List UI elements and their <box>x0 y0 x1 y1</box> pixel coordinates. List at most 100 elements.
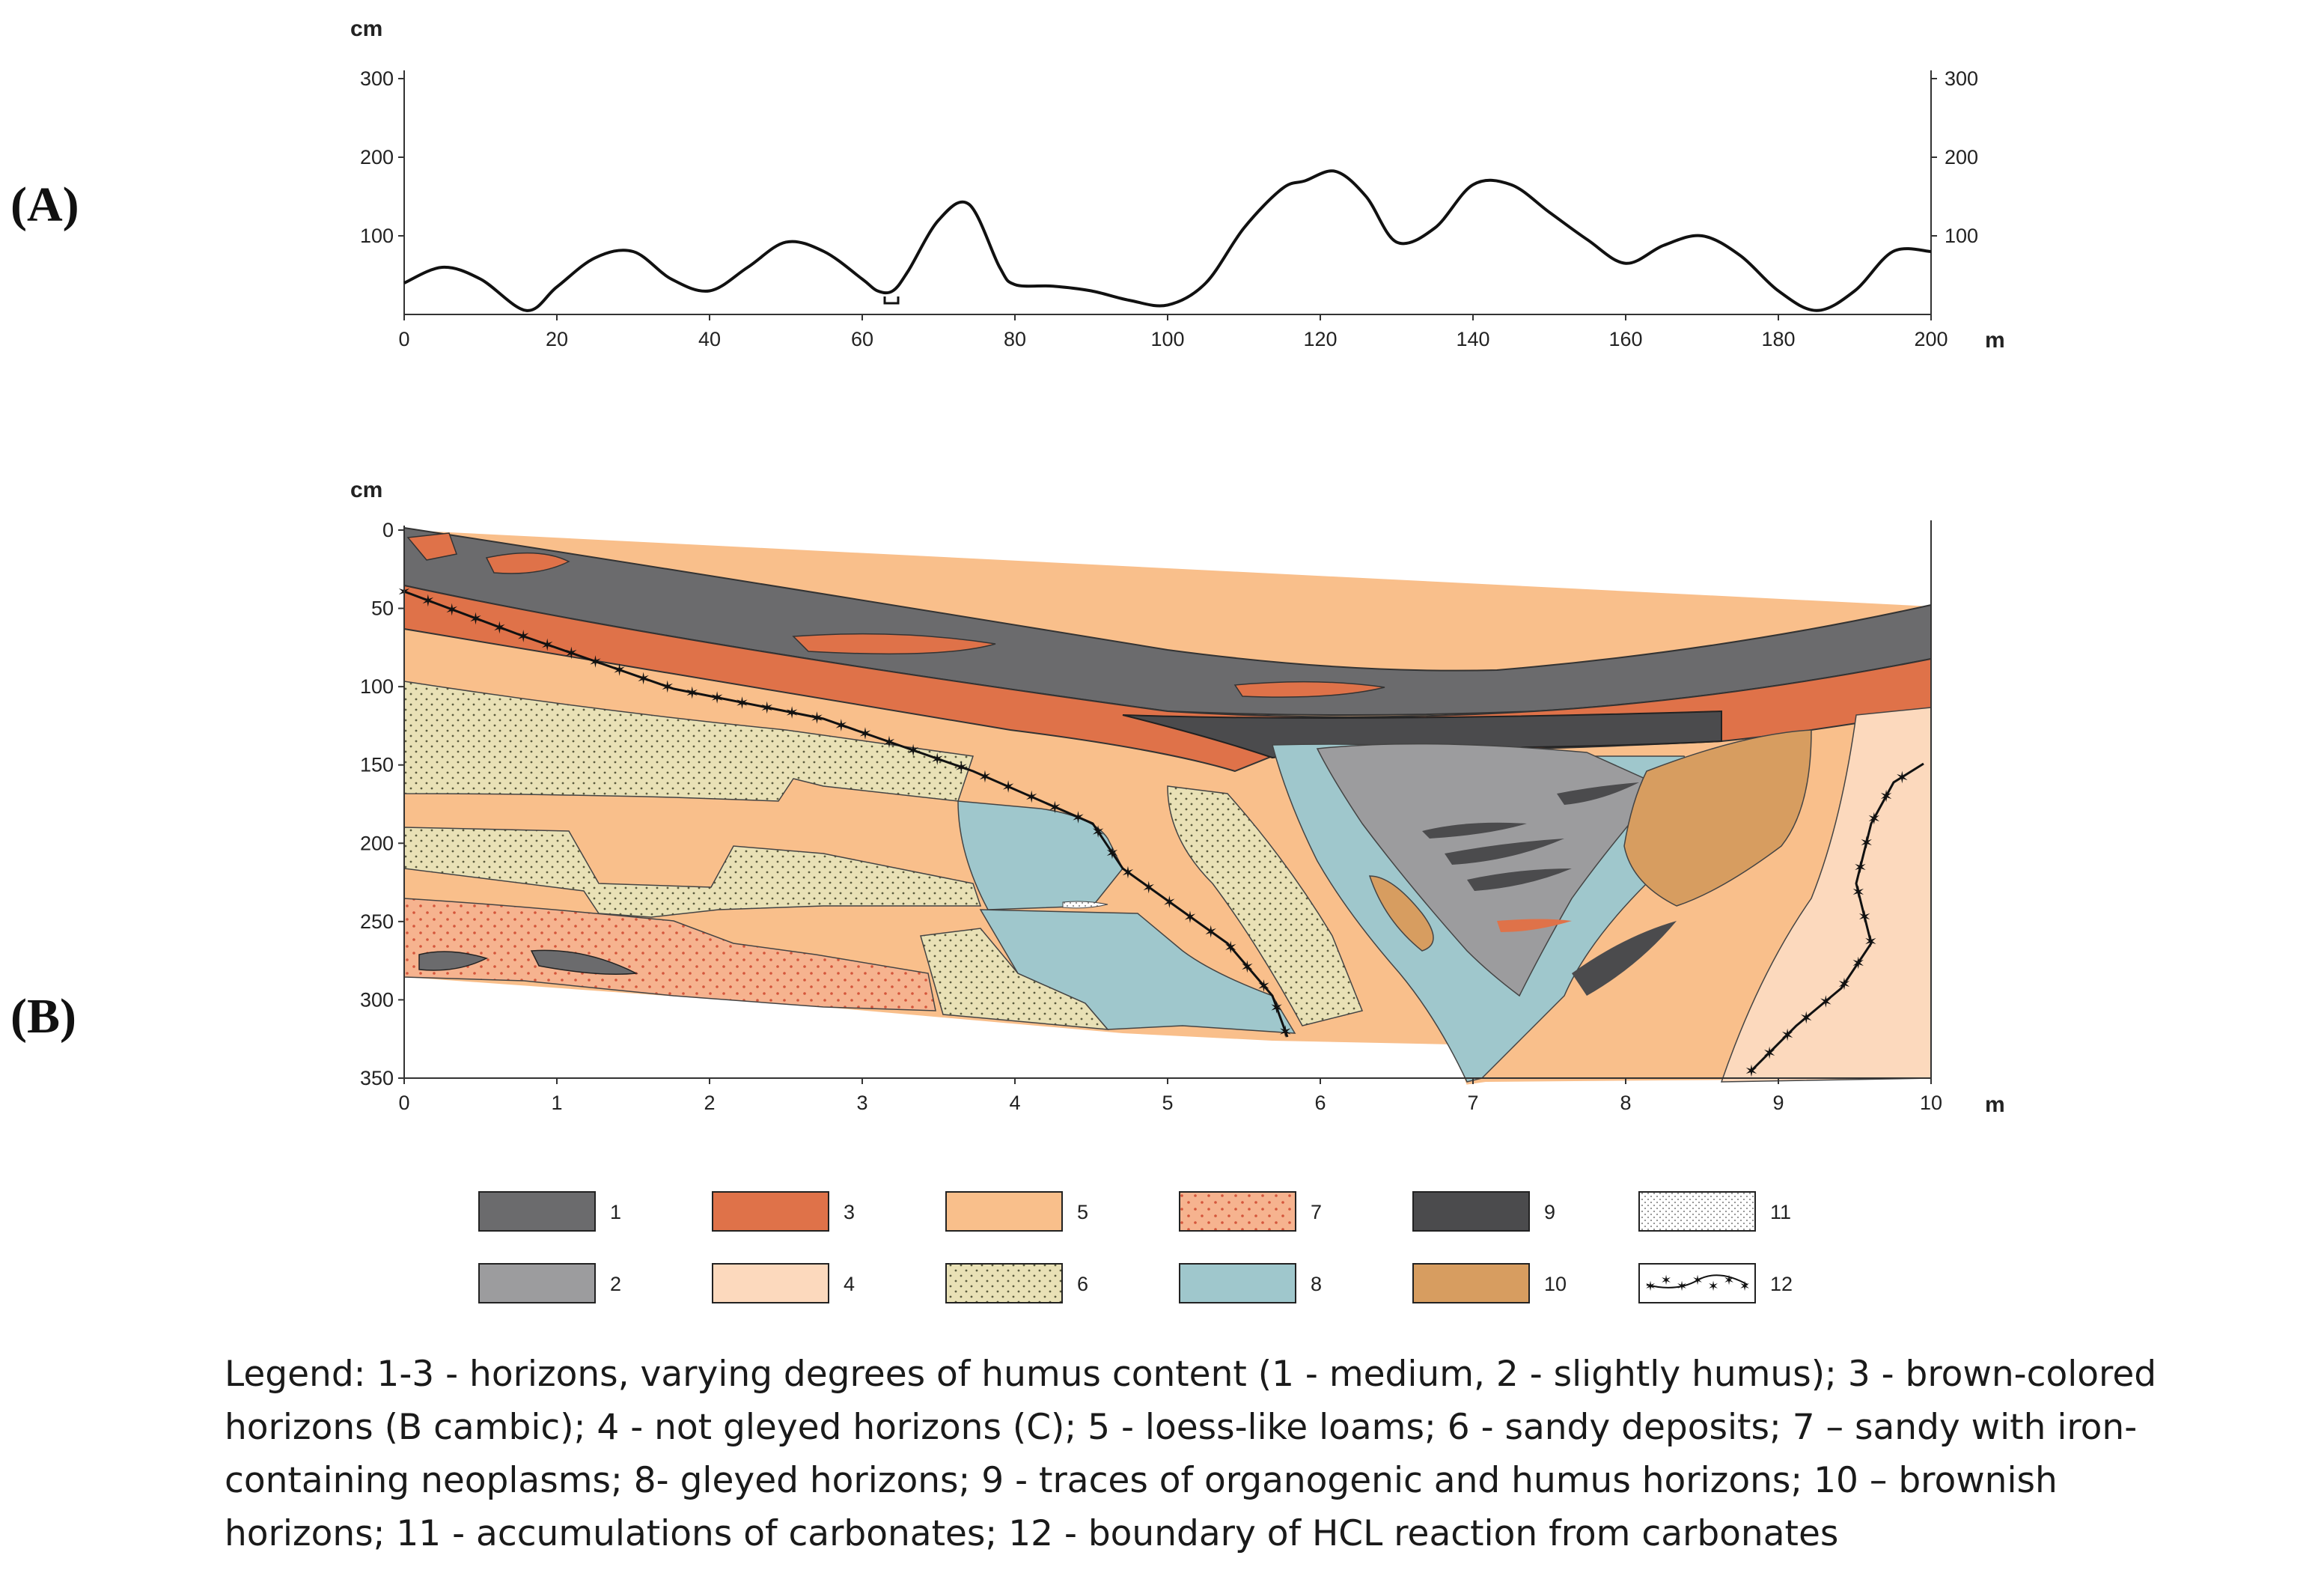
legend-star-line <box>1646 1274 1748 1289</box>
dark-streak-4 <box>1557 782 1639 805</box>
brown-lens-4 <box>1233 681 1385 698</box>
panel-a-y-unit: cm <box>350 16 382 41</box>
hcl-star-0-8: ✶ <box>588 653 602 672</box>
legend-number-12: 12 <box>1770 1273 1793 1295</box>
panel-a-xtick-label-3: 60 <box>851 328 873 350</box>
panel-b-x-unit: m <box>1985 1092 2005 1117</box>
iron-lens-2 <box>530 949 638 975</box>
panel-b-x-ticks: 0 1 2 3 4 5 6 7 8 9 10 <box>398 1078 1942 1114</box>
hcl-star-0-30: ✶ <box>1105 845 1119 863</box>
panel-a-xtick-label-9: 180 <box>1761 328 1795 350</box>
panel-a-ytick-label-left-2: 300 <box>360 67 394 90</box>
panel-a-xtick-label-6: 120 <box>1303 328 1337 350</box>
hcl-star-0-18: ✶ <box>835 716 848 735</box>
panel-b-ytick-label-7: 350 <box>360 1067 394 1089</box>
legend-swatch-11 <box>1638 1191 1756 1232</box>
panel-a-xtick-label-2: 40 <box>698 328 721 350</box>
hcl-star-1-1: ✶ <box>1763 1044 1776 1063</box>
panel-b-ytick-label-2: 100 <box>360 675 394 698</box>
hcl-star-1-12: ✶ <box>1867 810 1881 829</box>
relief-profile-line <box>403 169 1932 312</box>
panel-b-ytick-label-3: 150 <box>360 754 394 776</box>
hcl-star-1-7: ✶ <box>1864 933 1877 952</box>
panel-b-xtick-label-10: 10 <box>1920 1092 1942 1114</box>
hcl-boundary-line-left <box>403 590 1289 1038</box>
panel-b-label: (B) <box>10 989 76 1044</box>
legend-number-1: 1 <box>610 1201 621 1223</box>
dark-streak-3 <box>1467 868 1572 891</box>
legend-caption-line-4: horizons; 11 - accumulations of carbonat… <box>225 1513 1839 1554</box>
hcl-star-0-27: ✶ <box>1048 799 1061 818</box>
panel-b-xtick-label-5: 5 <box>1162 1092 1173 1114</box>
hcl-star-0-5: ✶ <box>516 628 530 647</box>
hcl-boundary-stars: ✶ ✶ ✶ ✶ ✶ ✶ ✶ ✶ ✶ ✶ ✶ ✶ ✶ ✶ ✶ ✶ ✶ ✶ ✶ ✶ ✶ ✶ ✶ ✶ ✶✶✶✶✶✶✶✶✶✶✶✶✶✶✶✶… <box>397 583 1909 1081</box>
hcl-star-0-7: ✶ <box>564 645 578 663</box>
legend-swatch-8 <box>1179 1263 1296 1303</box>
panel-b-xtick-label-7: 7 <box>1467 1092 1478 1114</box>
brown-streak <box>1497 919 1572 932</box>
legend-number-7: 7 <box>1311 1201 1322 1223</box>
legend-number-11: 11 <box>1770 1201 1791 1223</box>
hcl-star-1-0: ✶ <box>1745 1062 1758 1081</box>
legend-number-4: 4 <box>844 1273 855 1295</box>
legend-swatch-2 <box>478 1263 596 1303</box>
hcl-boundary-line-right <box>1750 762 1924 1072</box>
panel-a-label: (A) <box>10 177 79 232</box>
hcl-star-0-17: ✶ <box>810 709 823 728</box>
legend-number-10: 10 <box>1544 1273 1567 1295</box>
panel-b-ytick-label-4: 200 <box>360 832 394 854</box>
hcl-star-1-8: ✶ <box>1858 908 1871 927</box>
panel-b-xtick-label-6: 6 <box>1314 1092 1326 1114</box>
legend-swatch-5 <box>945 1191 1063 1232</box>
panel-b-xtick-label-0: 0 <box>398 1092 409 1114</box>
legend-caption-line-3: containing neoplasms; 8- gleyed horizons… <box>225 1460 2058 1501</box>
hcl-star-0-13: ✶ <box>710 690 724 708</box>
panel-b: cm m <box>350 478 2005 1117</box>
dark-streak-2 <box>1445 839 1564 865</box>
layer-6-sand-upper <box>403 681 974 802</box>
panel-a-x-unit: m <box>1985 328 2005 353</box>
layer-8-gley-2 <box>979 909 1296 1034</box>
hcl-star-0-11: ✶ <box>660 678 674 697</box>
hcl-star-0-20: ✶ <box>882 734 896 752</box>
panel-a-ytick-label-left-0: 100 <box>360 225 394 247</box>
hcl-star-1-2: ✶ <box>1781 1026 1794 1045</box>
hcl-star-0-24: ✶ <box>978 768 992 787</box>
layer-2-wedge <box>1316 743 1663 997</box>
layer-6-sand-diagonal <box>1167 785 1364 1026</box>
hcl-star-0-36: ✶ <box>1224 939 1237 958</box>
panel-a-x-ticks: 0 20 40 60 80 100 120 140 160 180 200 <box>398 314 1948 350</box>
hcl-star-0-33: ✶ <box>1162 894 1176 913</box>
hcl-star-1-13: ✶ <box>1879 788 1893 806</box>
hcl-star-1-9: ✶ <box>1852 883 1865 902</box>
panel-b-xtick-label-2: 2 <box>704 1092 715 1114</box>
dark-streak-5 <box>1572 921 1677 996</box>
hcl-star-0-12: ✶ <box>686 684 699 703</box>
panel-a-xtick-label-7: 140 <box>1456 328 1489 350</box>
dark-streak-1 <box>1422 822 1527 839</box>
hcl-star-1-14: ✶ <box>1895 769 1909 788</box>
legend-swatch-3 <box>712 1191 829 1232</box>
legend-number-8: 8 <box>1311 1273 1322 1295</box>
panel-a-y-ticks: 100 100 200 200 300 300 <box>360 67 1978 247</box>
legend-swatch-12 <box>1638 1263 1756 1303</box>
panel-a-ytick-label-right-1: 200 <box>1945 146 1978 168</box>
panel-a-xtick-label-8: 160 <box>1608 328 1642 350</box>
hcl-star-0-29: ✶ <box>1091 824 1105 842</box>
panel-b-ytick-label-1: 50 <box>371 597 394 620</box>
hcl-star-0-15: ✶ <box>760 699 774 718</box>
hcl-star-1-6: ✶ <box>1852 955 1865 973</box>
hcl-star-1-5: ✶ <box>1837 976 1851 994</box>
hcl-star-0-9: ✶ <box>612 662 626 681</box>
layer-4-right <box>1720 707 1932 1083</box>
legend-caption-line-2: horizons (B cambic); 4 - not gleyed hori… <box>225 1407 2138 1448</box>
hcl-star-0-26: ✶ <box>1025 788 1038 807</box>
legend-star-6: ✶ <box>1739 1279 1750 1294</box>
panel-a-ytick-label-right-2: 300 <box>1945 67 1978 90</box>
hcl-star-0-28: ✶ <box>1071 809 1085 827</box>
hcl-star-0-37: ✶ <box>1240 958 1254 977</box>
layer-10-brownish <box>1623 729 1812 907</box>
legend-number-9: 9 <box>1544 1201 1555 1223</box>
legend-star-2: ✶ <box>1676 1279 1687 1294</box>
